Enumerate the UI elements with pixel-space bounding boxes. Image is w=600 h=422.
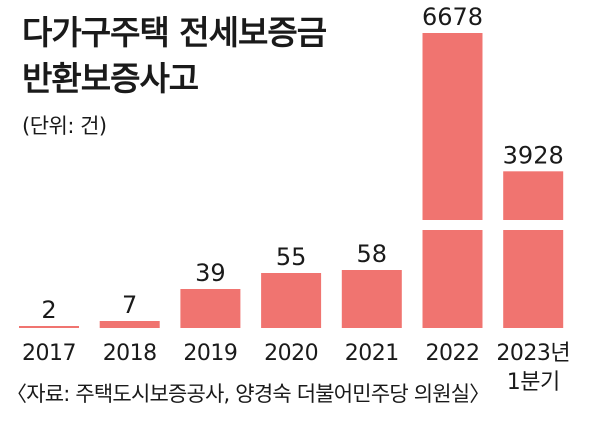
bar	[99, 321, 160, 328]
category-label: 1분기	[507, 370, 560, 395]
data-label: 3928	[503, 141, 564, 169]
bar	[341, 270, 402, 328]
unit-label: (단위: 건)	[22, 114, 107, 138]
axis-break-mark	[502, 220, 565, 230]
data-label: 55	[276, 243, 307, 271]
bar	[261, 273, 322, 328]
bar	[503, 171, 564, 328]
chart-title: 다가구주택 전세보증금 반환보증사고	[22, 10, 327, 102]
axis-break-mark	[421, 220, 484, 230]
category-label: 2018	[103, 341, 157, 366]
bar	[19, 326, 79, 328]
bar	[422, 33, 483, 328]
data-label: 39	[195, 259, 226, 287]
category-label: 2021	[345, 341, 399, 366]
category-label: 2023년	[496, 341, 570, 366]
category-label: 2022	[426, 341, 480, 366]
source-note: 〈자료: 주택도시보증공사, 양경숙 더불어민주당 의원실〉	[6, 382, 490, 406]
category-label: 2017	[22, 341, 76, 366]
category-label: 2019	[183, 341, 237, 366]
data-label: 58	[357, 240, 388, 268]
chart-title-line-2: 반환보증사고	[22, 59, 199, 98]
data-label: 7	[122, 291, 137, 319]
data-label: 2	[41, 296, 56, 324]
bar	[180, 289, 241, 328]
chart-title-line-1: 다가구주택 전세보증금	[22, 13, 327, 52]
data-label: 6678	[422, 3, 483, 31]
category-label: 2020	[264, 341, 318, 366]
